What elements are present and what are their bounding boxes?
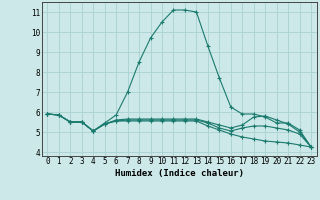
X-axis label: Humidex (Indice chaleur): Humidex (Indice chaleur) xyxy=(115,169,244,178)
